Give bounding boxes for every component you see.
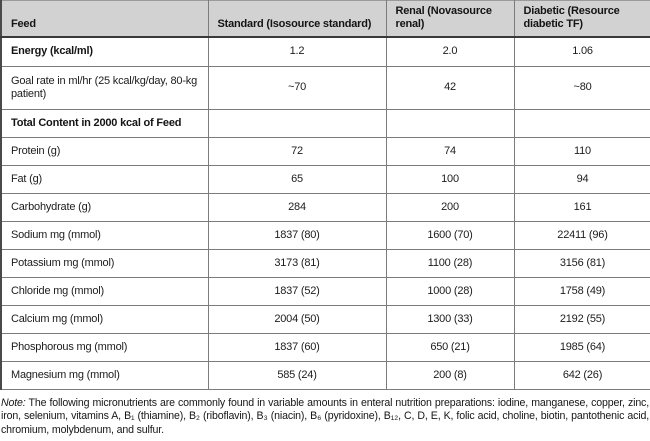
cell-value: 1600 (70) bbox=[385, 221, 514, 250]
cell-value: 65 bbox=[207, 165, 386, 194]
row-label: Goal rate in ml/hr (25 kcal/kg/day, 80-k… bbox=[1, 66, 208, 110]
cell-value bbox=[385, 109, 514, 138]
cell-value: 1837 (60) bbox=[207, 333, 386, 362]
cell-value: 1000 (28) bbox=[385, 277, 514, 306]
row-label: Protein (g) bbox=[1, 137, 208, 166]
cell-value: 110 bbox=[513, 137, 650, 166]
cell-value: 200 bbox=[385, 193, 514, 222]
table-row-potassium: Potassium mg (mmol) 3173 (81) 1100 (28) … bbox=[1, 249, 650, 278]
cell-value: 1100 (28) bbox=[385, 249, 514, 278]
row-label: Calcium mg (mmol) bbox=[1, 305, 208, 334]
cell-value: 1985 (64) bbox=[513, 333, 650, 362]
row-label: Total Content in 2000 kcal of Feed bbox=[1, 109, 208, 138]
column-header-feed: Feed bbox=[1, 0, 208, 38]
cell-value: 3173 (81) bbox=[207, 249, 386, 278]
cell-value: 200 (8) bbox=[385, 361, 514, 390]
table-row-phosphorous: Phosphorous mg (mmol) 1837 (60) 650 (21)… bbox=[1, 333, 650, 362]
row-label: Sodium mg (mmol) bbox=[1, 221, 208, 250]
cell-value: 161 bbox=[513, 193, 650, 222]
table-row-calcium: Calcium mg (mmol) 2004 (50) 1300 (33) 21… bbox=[1, 305, 650, 334]
cell-value bbox=[207, 109, 386, 138]
table-footnote: Note: The following micronutrients are c… bbox=[0, 397, 650, 438]
cell-value: ~70 bbox=[207, 66, 386, 110]
cell-value: 94 bbox=[513, 165, 650, 194]
table-row-fat: Fat (g) 65 100 94 bbox=[1, 165, 650, 194]
cell-value: 3156 (81) bbox=[513, 249, 650, 278]
row-label: Phosphorous mg (mmol) bbox=[1, 333, 208, 362]
table-row-sodium: Sodium mg (mmol) 1837 (80) 1600 (70) 224… bbox=[1, 221, 650, 250]
table-row-goal-rate: Goal rate in ml/hr (25 kcal/kg/day, 80-k… bbox=[1, 66, 650, 110]
cell-value: 100 bbox=[385, 165, 514, 194]
cell-value: 72 bbox=[207, 137, 386, 166]
cell-value: 1837 (52) bbox=[207, 277, 386, 306]
column-header-diabetic: Diabetic (Resource diabetic TF) bbox=[513, 0, 650, 38]
row-label: Magnesium mg (mmol) bbox=[1, 361, 208, 390]
table-row-chloride: Chloride mg (mmol) 1837 (52) 1000 (28) 1… bbox=[1, 277, 650, 306]
table-row-energy: Energy (kcal/ml) 1.2 2.0 1.06 bbox=[1, 37, 650, 67]
cell-value: 1300 (33) bbox=[385, 305, 514, 334]
column-header-renal: Renal (Novasource renal) bbox=[385, 0, 514, 38]
cell-value bbox=[513, 109, 650, 138]
cell-value: 74 bbox=[385, 137, 514, 166]
cell-value: 1758 (49) bbox=[513, 277, 650, 306]
row-label: Energy (kcal/ml) bbox=[1, 37, 208, 67]
table-row-carbohydrate: Carbohydrate (g) 284 200 161 bbox=[1, 193, 650, 222]
cell-value: 642 (26) bbox=[513, 361, 650, 390]
cell-value: 22411 (96) bbox=[513, 221, 650, 250]
table-body: Energy (kcal/ml) 1.2 2.0 1.06 Goal rate … bbox=[1, 37, 650, 390]
table-header: Feed Standard (Isosource standard) Renal… bbox=[1, 0, 650, 38]
table-row-protein: Protein (g) 72 74 110 bbox=[1, 137, 650, 166]
cell-value: 585 (24) bbox=[207, 361, 386, 390]
cell-value: 2192 (55) bbox=[513, 305, 650, 334]
row-label: Fat (g) bbox=[1, 165, 208, 194]
column-header-standard: Standard (Isosource standard) bbox=[207, 0, 386, 38]
cell-value: 42 bbox=[385, 66, 514, 110]
cell-value: 1837 (80) bbox=[207, 221, 386, 250]
footnote-note-label: Note: bbox=[1, 396, 26, 409]
row-label: Chloride mg (mmol) bbox=[1, 277, 208, 306]
table-row-magnesium: Magnesium mg (mmol) 585 (24) 200 (8) 642… bbox=[1, 361, 650, 390]
cell-value: ~80 bbox=[513, 66, 650, 110]
footnote-text: The following micronutrients are commonl… bbox=[1, 396, 649, 436]
enteral-feed-table: Feed Standard (Isosource standard) Renal… bbox=[0, 0, 650, 390]
cell-value: 1.2 bbox=[207, 37, 386, 67]
cell-value: 2004 (50) bbox=[207, 305, 386, 334]
row-label: Carbohydrate (g) bbox=[1, 193, 208, 222]
row-label: Potassium mg (mmol) bbox=[1, 249, 208, 278]
cell-value: 2.0 bbox=[385, 37, 514, 67]
header-row: Feed Standard (Isosource standard) Renal… bbox=[1, 0, 650, 38]
cell-value: 284 bbox=[207, 193, 386, 222]
table-row-total-content: Total Content in 2000 kcal of Feed bbox=[1, 109, 650, 138]
cell-value: 1.06 bbox=[513, 37, 650, 67]
cell-value: 650 (21) bbox=[385, 333, 514, 362]
